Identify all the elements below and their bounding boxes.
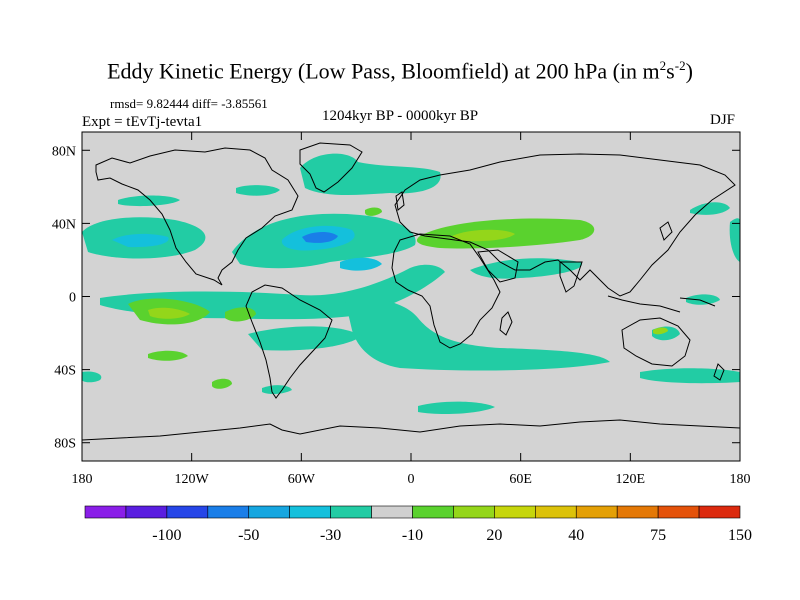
coast-new-zealand bbox=[713, 363, 725, 381]
lon-tick-label: 120E bbox=[616, 472, 646, 487]
anomaly-ne-pacific bbox=[690, 202, 730, 215]
colorbar-swatch bbox=[698, 505, 741, 519]
colorbar-label: -100 bbox=[152, 527, 181, 544]
rmsd-diff-stats: rmsd= 9.82444 diff= -3.85561 bbox=[110, 96, 268, 111]
anomaly-small-positive-1 bbox=[212, 378, 232, 389]
coast-africa bbox=[391, 233, 501, 349]
anomaly-nw-pacific bbox=[118, 195, 180, 207]
colorbar-label: 20 bbox=[486, 527, 502, 544]
anomaly-middle-east-negative bbox=[470, 258, 582, 279]
anomaly-dateline bbox=[729, 218, 740, 262]
lat-tick-label: 80N bbox=[52, 144, 76, 159]
colorbar-swatch bbox=[453, 505, 495, 519]
anomaly-north-pacific-core bbox=[112, 233, 169, 248]
colorbar-swatch bbox=[575, 505, 618, 519]
colorbar-label: 150 bbox=[728, 527, 752, 544]
anomaly-labrador bbox=[236, 185, 280, 196]
colorbar-label: -10 bbox=[402, 527, 423, 544]
colorbar-swatch bbox=[207, 505, 250, 519]
colorbar-swatch bbox=[412, 505, 454, 519]
coast-arabia bbox=[477, 249, 519, 283]
colorbar-swatch bbox=[248, 505, 290, 519]
colorbar: -100 -50 -30 -10 20 40 75 150 bbox=[84, 505, 752, 544]
lon-tick-label: 60E bbox=[509, 472, 532, 487]
coast-japan bbox=[659, 221, 673, 241]
anomaly-mediterranean-core bbox=[452, 229, 515, 242]
colorbar-swatch bbox=[330, 505, 372, 519]
colorbar-swatch bbox=[371, 505, 413, 519]
coast-australia bbox=[621, 317, 691, 367]
coast-madagascar bbox=[499, 311, 513, 336]
experiment-label: Expt = tEvTj-tevta1 bbox=[82, 114, 203, 130]
coast-north-america bbox=[95, 147, 299, 286]
colorbar-swatch bbox=[166, 505, 209, 519]
coast-south-america bbox=[245, 284, 333, 399]
anomaly-southern-ocean-negative bbox=[418, 401, 495, 415]
anomaly-australia-core bbox=[653, 327, 668, 335]
lat-tick-label: 0 bbox=[69, 291, 76, 306]
coast-indonesia bbox=[607, 295, 681, 313]
lon-tick-label: 0 bbox=[408, 472, 415, 487]
anomaly-north-atlantic-core bbox=[302, 231, 338, 243]
coast-greenland bbox=[299, 142, 363, 193]
lon-tick-label: 120W bbox=[175, 472, 210, 487]
lat-tick-label: 40S bbox=[54, 364, 76, 379]
lat-tick-label: 40N bbox=[52, 217, 76, 232]
coast-antarctica bbox=[82, 419, 740, 441]
lat-tick-label: 80S bbox=[54, 437, 76, 452]
colorbar-label: 40 bbox=[568, 527, 584, 544]
colorbar-swatch bbox=[125, 505, 168, 519]
coast-british-isles bbox=[395, 191, 405, 211]
coast-eurasia bbox=[394, 153, 736, 297]
lon-tick-label: 60W bbox=[288, 472, 316, 487]
anomaly-greenland-negative bbox=[300, 153, 441, 196]
colorbar-label: -30 bbox=[320, 527, 341, 544]
coastlines bbox=[82, 142, 740, 441]
anomaly-south-atlantic-negative bbox=[345, 298, 610, 371]
colorbar-swatch bbox=[84, 505, 127, 519]
anomaly-west-africa-core bbox=[340, 257, 382, 271]
anomaly-shading bbox=[82, 153, 740, 415]
coast-new-guinea bbox=[679, 297, 716, 307]
anomaly-small-positive-2 bbox=[365, 207, 382, 216]
colorbar-swatch bbox=[535, 505, 577, 519]
anomaly-drake bbox=[262, 385, 292, 395]
lon-tick-label: 180 bbox=[730, 472, 751, 487]
colorbar-swatch bbox=[657, 505, 700, 519]
anomaly-indonesia bbox=[686, 294, 720, 305]
anomaly-south-east-pacific-positive bbox=[148, 350, 188, 361]
colorbar-swatch bbox=[616, 505, 659, 519]
latitude-axis: 80N 40N 0 40S 80S bbox=[52, 144, 740, 452]
colorbar-swatch bbox=[289, 505, 331, 519]
plot-title: Eddy Kinetic Energy (Low Pass, Bloomfiel… bbox=[107, 58, 693, 84]
coast-india bbox=[559, 261, 583, 293]
colorbar-label: -50 bbox=[238, 527, 259, 544]
anomaly-far-west bbox=[82, 371, 102, 383]
period-label: 1204kyr BP - 0000kyr BP bbox=[321, 108, 479, 124]
colorbar-swatch bbox=[494, 505, 536, 519]
season-label: DJF bbox=[710, 112, 736, 128]
anomaly-south-pacific-negative bbox=[248, 326, 362, 351]
lon-tick-label: 180 bbox=[72, 472, 93, 487]
anomaly-east-pacific-core bbox=[148, 307, 190, 319]
longitude-axis: 180 120W 60W 0 60E 120E 180 bbox=[72, 132, 751, 487]
colorbar-label: 75 bbox=[650, 527, 666, 544]
